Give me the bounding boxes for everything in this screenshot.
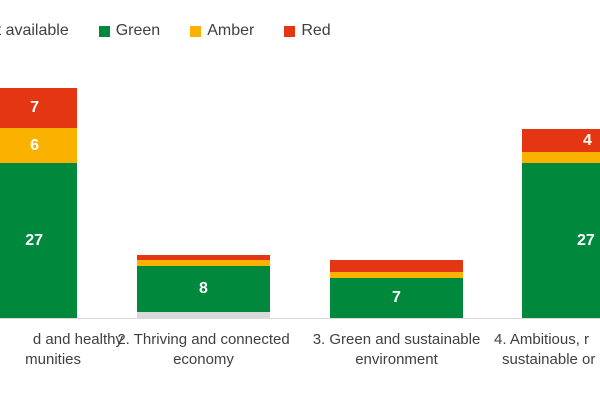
- bar-segment-red: [137, 255, 270, 260]
- data-label-green: 7: [392, 289, 401, 306]
- bar-segment-green: 8: [137, 266, 270, 312]
- x-axis-line: [0, 318, 600, 319]
- legend-label-not-available: G not available: [0, 22, 69, 39]
- bar-segment-red: 4: [522, 129, 600, 152]
- x-label-line1: 3. Green and sustainable: [312, 331, 481, 348]
- bar-category-4: 4 27: [522, 129, 600, 318]
- x-label-category-4: 4. Ambitious, r sustainable or: [494, 330, 600, 370]
- x-label-category-3: 3. Green and sustainable environment: [280, 330, 513, 370]
- data-label-green: 8: [199, 280, 208, 297]
- bar-segment-red: 7: [0, 88, 77, 128]
- bar-category-2: 8: [137, 255, 270, 318]
- legend-item-not-available: G not available: [0, 22, 69, 40]
- x-label-line2: munities: [25, 351, 81, 368]
- x-label-line1: d and healthy: [32, 331, 123, 348]
- bar-category-3: 7: [330, 260, 463, 318]
- x-label-line2: economy: [173, 351, 234, 368]
- data-label-green: 27: [25, 231, 43, 249]
- legend-item-green: Green: [98, 22, 161, 40]
- data-label-red: 7: [30, 99, 39, 116]
- bar-segment-red: [330, 260, 463, 272]
- x-label-category-2: 2. Thriving and connected economy: [87, 330, 320, 370]
- bar-segment-amber: [330, 272, 463, 278]
- data-label-red: 4: [583, 131, 592, 149]
- bar-segment-amber: [137, 260, 270, 266]
- legend-item-red: Red: [284, 22, 331, 40]
- bar-segment-amber: 6: [0, 128, 77, 163]
- x-label-line2: environment: [355, 351, 438, 368]
- bar-segment-amber: [522, 152, 600, 163]
- bar-segment-green: 27: [0, 163, 77, 318]
- x-label-category-1: d and healthy munities: [0, 330, 127, 370]
- x-label-line2: sustainable or: [502, 351, 596, 368]
- legend-label-green: Green: [115, 22, 161, 39]
- chart-legend: G not available Green Amber Red: [0, 20, 361, 42]
- legend-label-red: Red: [301, 22, 331, 39]
- legend-swatch-red-icon: [284, 25, 296, 37]
- legend-swatch-green-icon: [98, 25, 110, 37]
- bar-segment-not-available: [137, 312, 270, 318]
- bar-segment-green: 27: [522, 163, 600, 318]
- bar-category-1: 7 6 27: [0, 88, 77, 318]
- legend-item-amber: Amber: [190, 22, 254, 40]
- x-label-line1: 2. Thriving and connected: [117, 331, 290, 348]
- data-label-green: 27: [577, 231, 595, 249]
- legend-swatch-amber-icon: [190, 25, 202, 37]
- legend-label-amber: Amber: [207, 22, 255, 39]
- x-label-line1: 4. Ambitious, r: [494, 331, 590, 348]
- bar-segment-green: 7: [330, 278, 463, 318]
- data-label-amber: 6: [30, 136, 39, 154]
